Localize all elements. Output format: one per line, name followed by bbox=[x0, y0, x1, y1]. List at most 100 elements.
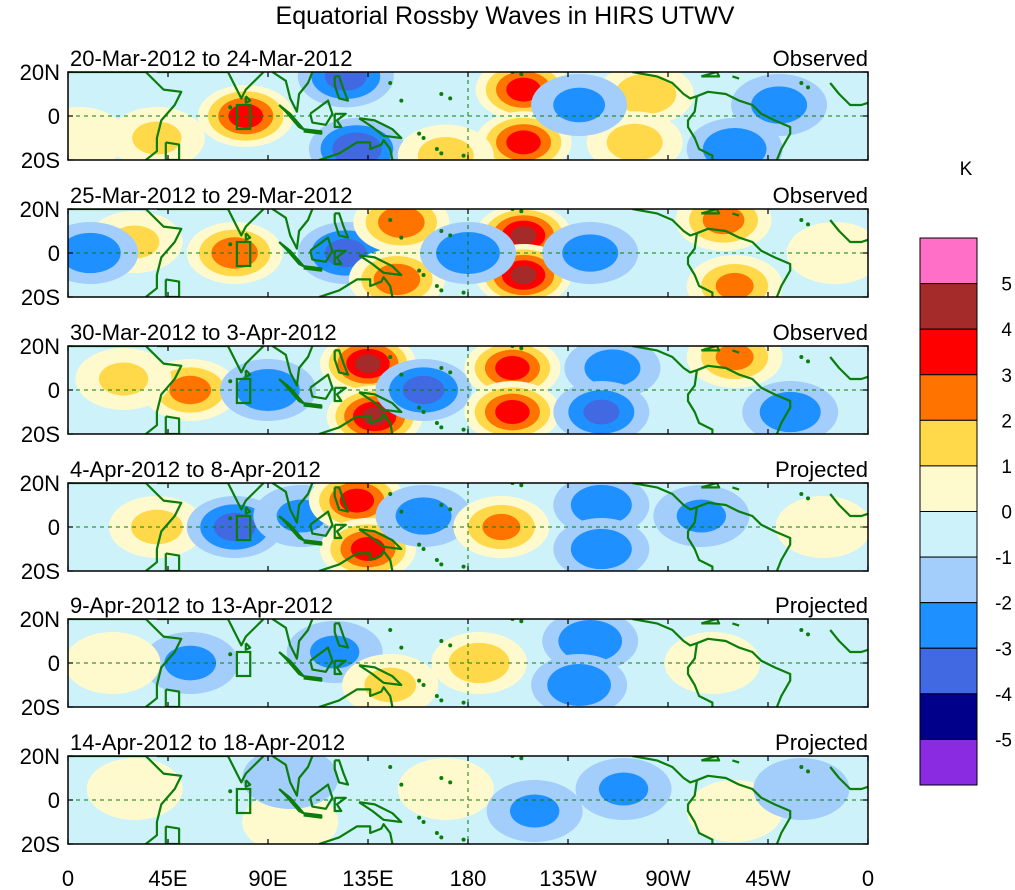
anomaly-contour bbox=[211, 237, 258, 269]
panel-status: Projected bbox=[775, 457, 868, 482]
anomaly-contour bbox=[506, 77, 541, 102]
island bbox=[228, 789, 233, 794]
coastline bbox=[303, 402, 323, 409]
coastline bbox=[309, 373, 334, 400]
colorbar-swatch bbox=[919, 465, 978, 512]
coastline bbox=[309, 510, 334, 537]
coastline bbox=[732, 75, 740, 80]
colorbar-swatch bbox=[919, 693, 978, 740]
map-panel: 14-Apr-2012 to 18-Apr-2012 Projected 20N 0 2… bbox=[20, 730, 869, 857]
coastline bbox=[271, 483, 314, 524]
coastline bbox=[318, 276, 394, 297]
island bbox=[519, 483, 524, 488]
coastline bbox=[829, 82, 868, 107]
island bbox=[434, 694, 439, 698]
anomaly-contour bbox=[213, 512, 256, 542]
coastline bbox=[271, 619, 314, 660]
reference-box bbox=[235, 514, 252, 542]
coastline bbox=[164, 552, 181, 571]
panel-status: Observed bbox=[773, 46, 868, 71]
coastline bbox=[358, 391, 403, 414]
coastline bbox=[358, 254, 403, 277]
map-field bbox=[68, 472, 868, 571]
anomaly-contour bbox=[751, 86, 808, 124]
coastline bbox=[632, 619, 698, 647]
island bbox=[448, 507, 453, 512]
coastline bbox=[696, 227, 792, 297]
island bbox=[228, 379, 233, 384]
longitude-label: 90E bbox=[248, 866, 287, 890]
anomaly-contour bbox=[558, 620, 623, 662]
colorbar-level-label: -5 bbox=[995, 730, 1012, 751]
coastline bbox=[335, 472, 337, 479]
coastline bbox=[156, 72, 265, 100]
island bbox=[228, 242, 233, 247]
reference-box bbox=[235, 103, 252, 131]
map-field bbox=[68, 346, 868, 434]
map-field bbox=[68, 756, 868, 844]
island bbox=[439, 562, 444, 567]
anomaly-contour bbox=[236, 369, 300, 411]
island bbox=[461, 564, 466, 569]
coastline bbox=[358, 528, 403, 551]
anomaly-contour bbox=[86, 758, 183, 820]
latitude-label: 20S bbox=[21, 285, 60, 310]
island bbox=[399, 645, 404, 650]
island bbox=[439, 639, 444, 643]
coastline bbox=[696, 637, 792, 707]
island bbox=[399, 509, 404, 514]
map-panel: 25-Mar-2012 to 29-Mar-2012 Observed 20N 0 20… bbox=[20, 183, 869, 310]
coastline bbox=[333, 759, 350, 786]
panel-date-range: 9-Apr-2012 to 13-Apr-2012 bbox=[70, 593, 333, 618]
island bbox=[434, 421, 439, 425]
colorbar-swatch bbox=[919, 419, 978, 467]
coastline bbox=[68, 756, 183, 844]
island bbox=[799, 492, 804, 496]
island bbox=[434, 831, 439, 835]
colorbar-level-label: 5 bbox=[1001, 275, 1012, 296]
anomaly-contour bbox=[759, 391, 821, 433]
coastline bbox=[164, 415, 181, 434]
panel-date-range: 30-Mar-2012 to 3-Apr-2012 bbox=[70, 320, 337, 345]
coastline bbox=[829, 493, 868, 518]
panel-date-range: 4-Apr-2012 to 8-Apr-2012 bbox=[70, 457, 321, 482]
coastline bbox=[68, 209, 183, 297]
anomaly-contour bbox=[68, 107, 128, 160]
coastline bbox=[333, 622, 350, 649]
coastline bbox=[244, 506, 252, 515]
island bbox=[448, 780, 453, 785]
island bbox=[439, 92, 444, 96]
colorbar-unit: K bbox=[960, 159, 973, 180]
coastline bbox=[156, 346, 265, 374]
island bbox=[461, 290, 466, 295]
coastline bbox=[303, 539, 323, 546]
reference-box bbox=[235, 787, 252, 815]
island bbox=[448, 370, 453, 375]
coastline bbox=[686, 507, 714, 571]
coastline bbox=[333, 486, 350, 513]
island bbox=[461, 700, 466, 705]
island bbox=[388, 355, 393, 359]
coastline bbox=[701, 619, 721, 625]
coastline bbox=[686, 780, 714, 844]
island bbox=[421, 683, 426, 687]
anomaly-contour bbox=[495, 356, 530, 380]
coastline bbox=[309, 99, 334, 126]
latitude-label: 20S bbox=[21, 559, 60, 584]
colorbar: K 5 4 3 2 1 0 -1 -2 -3 -4 -5 bbox=[919, 159, 1012, 786]
coastline bbox=[271, 209, 314, 250]
island bbox=[388, 492, 393, 496]
anomaly-contour bbox=[332, 132, 382, 160]
longitude-label: 0 bbox=[62, 866, 74, 890]
island bbox=[421, 547, 426, 551]
coastline bbox=[701, 756, 721, 762]
latitude-label: 0 bbox=[48, 241, 60, 266]
anomaly-contour bbox=[397, 758, 494, 820]
anomaly-contour bbox=[583, 399, 620, 425]
coastline bbox=[701, 209, 721, 215]
longitude-label: 0 bbox=[862, 866, 874, 890]
coastline bbox=[309, 783, 334, 810]
island bbox=[439, 229, 444, 233]
reference-box bbox=[235, 650, 252, 678]
coastline bbox=[333, 523, 347, 540]
